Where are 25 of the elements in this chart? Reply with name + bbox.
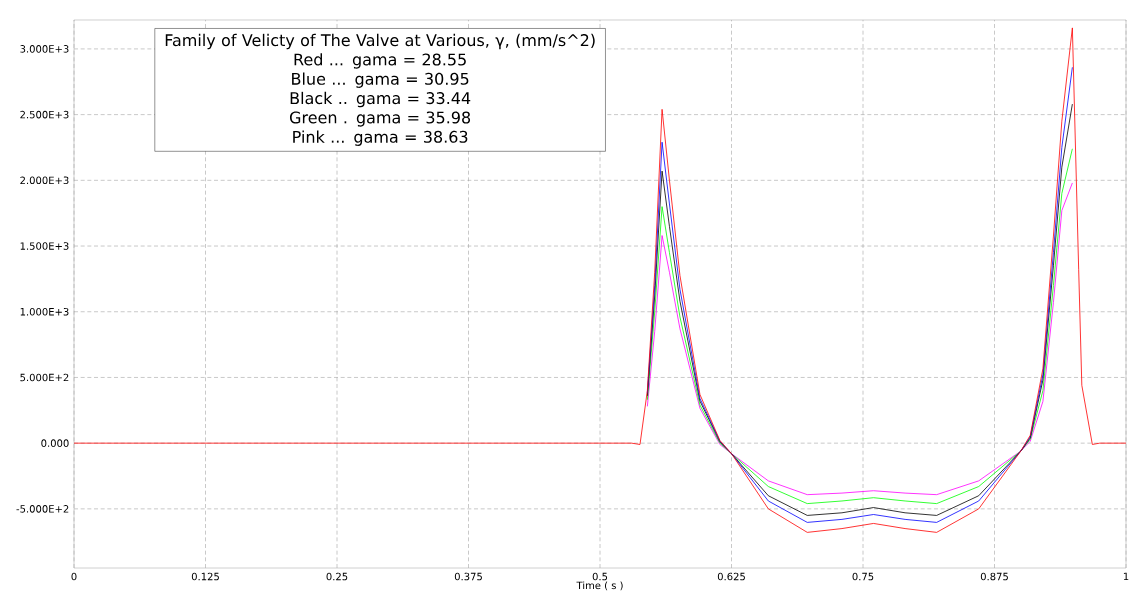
x-tick-label: 0.25 <box>326 572 348 581</box>
y-tick-label: 0.000 <box>41 439 69 447</box>
x-tick-label: 0.125 <box>191 572 219 581</box>
y-tick-label: 2.000E+3 <box>20 176 69 185</box>
x-tick-label: 0.75 <box>852 572 874 581</box>
x-tick-label: 0.375 <box>454 572 482 581</box>
annotation: Blue ... gama = 30.95 <box>292 72 469 88</box>
line-series <box>74 27 1127 533</box>
annotation: Red ... gama = 28.55 <box>294 53 466 69</box>
y-tick-label: -5.000E+2 <box>16 505 69 513</box>
x-axis-title: Time ( s ) <box>576 581 623 591</box>
text: Family of Velicty of The Valve at Various, γ, (mm/s^2) <box>165 33 595 50</box>
y-tick-label: 1.000E+3 <box>20 307 69 316</box>
annotation: Green . gama = 35.98 <box>289 111 471 127</box>
x-tick-label: 0 <box>71 572 77 581</box>
y-tick-label: 2.500E+3 <box>20 110 69 119</box>
y-tick-label: 1.500E+3 <box>20 242 69 250</box>
x-tick-label: 0.5 <box>592 572 608 581</box>
x-tick-label: 0.625 <box>717 572 745 581</box>
annotation: Pink ... gama = 38.63 <box>293 130 468 146</box>
y-tick-label: 5.000E+2 <box>20 373 69 382</box>
annotation: Black .. gama = 33.44 <box>290 91 471 108</box>
y-tick-label: 3.000E+3 <box>20 45 69 53</box>
x-tick-label: 0.875 <box>980 572 1008 581</box>
x-tick-label: 1 <box>1123 572 1129 580</box>
